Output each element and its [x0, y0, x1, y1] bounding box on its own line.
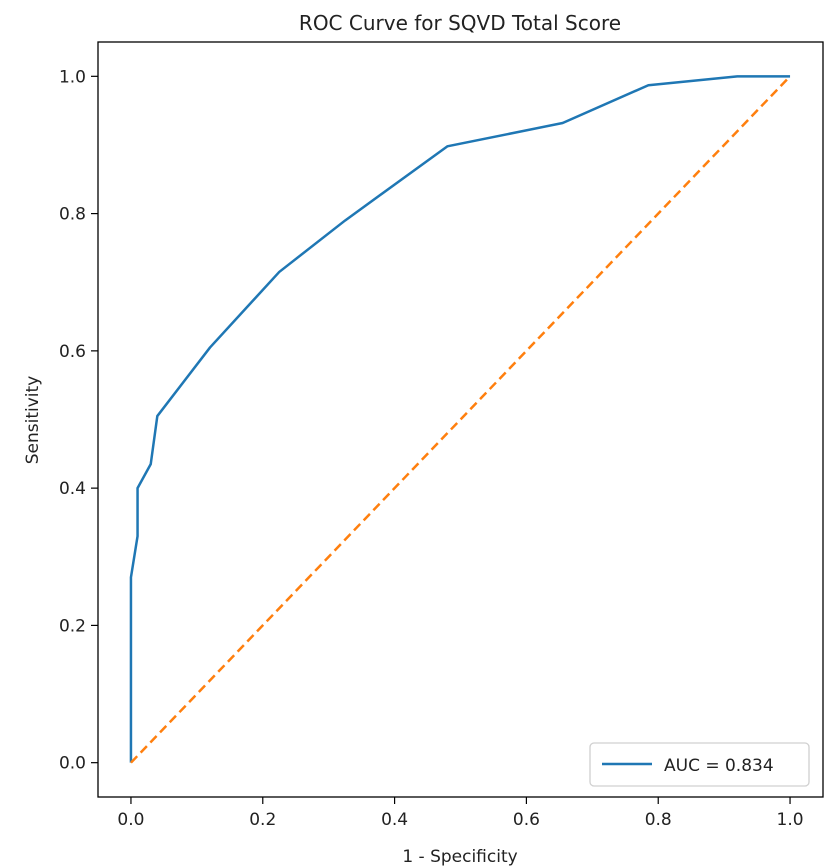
legend-box [589, 742, 810, 787]
series-line-roc [129, 75, 791, 763]
x-tick-label: 0.4 [381, 810, 408, 830]
x-axis-title: 1 - Specificity [402, 847, 517, 867]
y-tick-label: 0.6 [59, 342, 86, 362]
x-tick-label: 0.0 [117, 810, 144, 830]
x-tick-label: 0.8 [645, 810, 672, 830]
y-tick-label: 0.2 [59, 616, 86, 636]
legend-label-auc: AUC = 0.834 [664, 756, 774, 776]
series-line-chance-diagonal [130, 75, 791, 764]
y-axis-title: Sensitivity [23, 376, 43, 465]
x-tick-label: 0.6 [513, 810, 540, 830]
y-tick-label: 0.8 [59, 205, 86, 225]
plot-frame [97, 41, 824, 798]
x-tick-label: 1.0 [777, 810, 804, 830]
y-tick-label: 0.4 [59, 479, 86, 499]
y-tick-label: 0.0 [59, 754, 86, 774]
x-tick-label: 0.2 [249, 810, 276, 830]
y-tick-label: 1.0 [59, 67, 86, 87]
chart-title: ROC Curve for SQVD Total Score [299, 11, 621, 35]
plot-area: 0.0 0.2 0.4 0.6 0.8 1.0 0.0 0.2 0.4 0.6 0.8 1.0 [59, 41, 824, 830]
legend: AUC = 0.834 [589, 742, 810, 787]
